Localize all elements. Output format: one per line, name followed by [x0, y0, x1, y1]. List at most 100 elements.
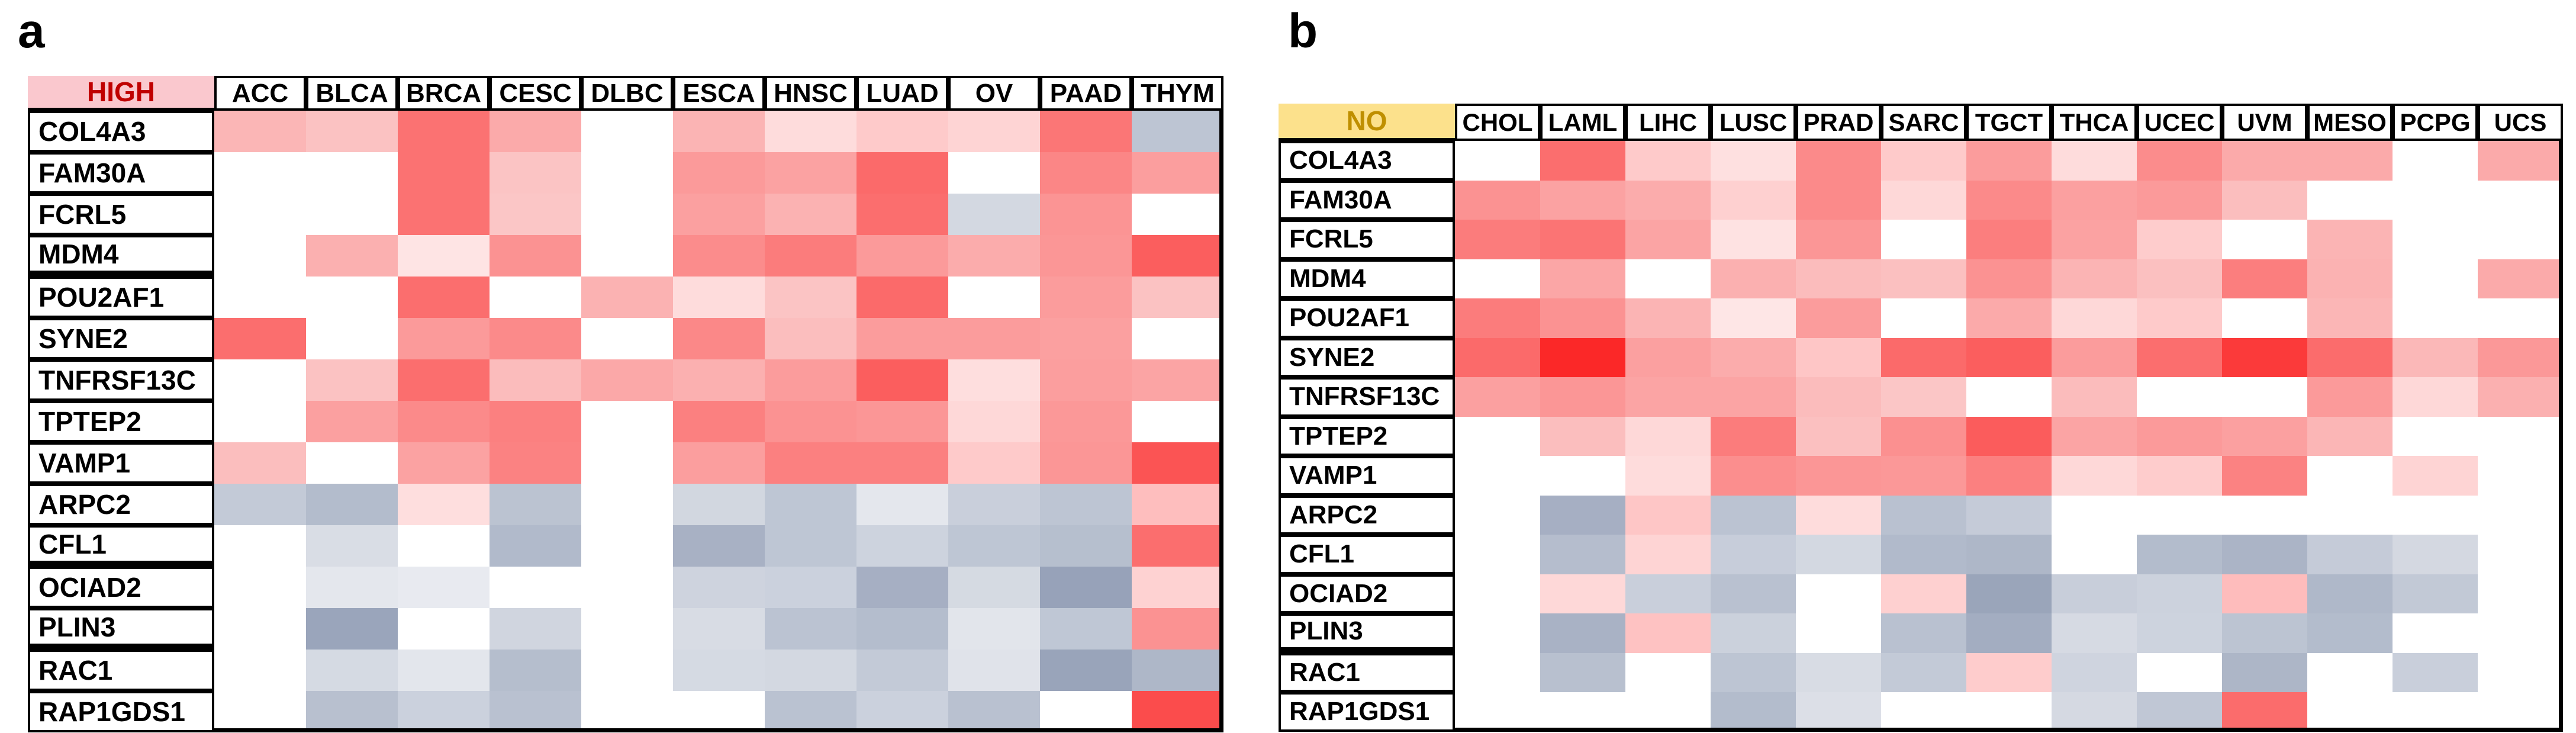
heatmap-cell — [214, 525, 306, 567]
heatmap-cell — [1040, 567, 1132, 608]
heatmap-cell — [1711, 652, 1796, 692]
heatmap-cell — [2478, 535, 2563, 574]
heatmap-cell — [2052, 692, 2137, 732]
heatmap-cell — [1711, 298, 1796, 338]
heatmap-cell — [1796, 652, 1881, 692]
heatmap-cell — [214, 194, 306, 235]
heatmap-cell — [1132, 401, 1223, 442]
heatmap-cell — [948, 567, 1040, 608]
heatmap-cell — [1966, 613, 2052, 653]
gene-label-syne2: SYNE2 — [28, 318, 214, 359]
heatmap-cell — [2478, 180, 2563, 220]
heatmap-cell — [948, 277, 1040, 318]
heatmap-cell — [2137, 377, 2222, 417]
heatmap-cell — [581, 484, 673, 525]
heatmap-cell — [490, 194, 581, 235]
heatmap-cell — [765, 318, 856, 359]
heatmap-cell — [2478, 337, 2563, 377]
heatmap-cell — [673, 608, 765, 650]
heatmap-cell — [1540, 692, 1625, 732]
heatmap-cell — [490, 525, 581, 567]
heatmap-cell — [673, 650, 765, 691]
heatmap-cell — [398, 277, 490, 318]
heatmap-cell — [2052, 495, 2137, 535]
heatmap-cell — [1625, 377, 1711, 417]
heatmap-cell — [2222, 456, 2307, 496]
heatmap-cell — [1966, 574, 2052, 613]
heatmap-cell — [1132, 277, 1223, 318]
heatmap-cell — [1540, 535, 1625, 574]
heatmap-cell — [490, 650, 581, 691]
heatmap-cell — [490, 608, 581, 650]
heatmap-cell — [948, 691, 1040, 732]
heatmap-cell — [306, 484, 398, 525]
heatmap-cell — [2052, 535, 2137, 574]
heatmap-cell — [398, 567, 490, 608]
heatmap-cell — [1796, 692, 1881, 732]
heatmap-cell — [1540, 377, 1625, 417]
heatmap-cell — [1625, 416, 1711, 456]
heatmap-cell — [948, 235, 1040, 277]
heatmap-cell — [1711, 220, 1796, 259]
heatmap-cell — [1040, 401, 1132, 442]
heatmap-cell — [2222, 220, 2307, 259]
heatmap-cell — [2393, 259, 2478, 298]
heatmap-cell — [948, 608, 1040, 650]
heatmap-cell — [1796, 574, 1881, 613]
heatmap-cell — [1796, 416, 1881, 456]
heatmap-cell — [2052, 377, 2137, 417]
heatmap-cell — [581, 152, 673, 194]
heatmap-cell — [306, 318, 398, 359]
heatmap-cell — [856, 111, 948, 152]
gene-label-fam30a: FAM30A — [1279, 180, 1455, 220]
heatmap-cell — [856, 484, 948, 525]
gene-label-plin3: PLIN3 — [28, 608, 214, 650]
heatmap-cell — [214, 277, 306, 318]
heatmap-cell — [581, 318, 673, 359]
heatmap-cell — [948, 650, 1040, 691]
heatmap-cell — [1040, 484, 1132, 525]
heatmap-cell — [2478, 377, 2563, 417]
heatmap-cell — [306, 194, 398, 235]
gene-label-cfl1: CFL1 — [1279, 535, 1455, 574]
column-header-thca: THCA — [2052, 104, 2137, 141]
heatmap-cell — [581, 691, 673, 732]
heatmap-cell — [673, 525, 765, 567]
heatmap-cell — [1966, 456, 2052, 496]
heatmap-cell — [1966, 259, 2052, 298]
heatmap-cell — [1711, 692, 1796, 732]
heatmap-cell — [581, 525, 673, 567]
heatmap-cell — [948, 525, 1040, 567]
gene-label-col4a3: COL4A3 — [1279, 141, 1455, 181]
heatmap-cell — [2478, 613, 2563, 653]
heatmap-cell — [306, 277, 398, 318]
column-header-esca: ESCA — [673, 76, 765, 111]
heatmap-cell — [214, 359, 306, 401]
heatmap-cell — [765, 650, 856, 691]
heatmap-cell — [490, 691, 581, 732]
heatmap-cell — [856, 152, 948, 194]
heatmap-cell — [1455, 180, 1540, 220]
heatmap-cell — [1455, 416, 1540, 456]
heatmap-cell — [1455, 141, 1540, 181]
heatmap-cell — [2137, 692, 2222, 732]
heatmap-cell — [2052, 574, 2137, 613]
column-header-prad: PRAD — [1796, 104, 1881, 141]
heatmap-cell — [1711, 337, 1796, 377]
heatmap-cell — [1881, 652, 1966, 692]
heatmap-cell — [2393, 298, 2478, 338]
heatmap-cell — [1881, 220, 1966, 259]
heatmap-cell — [1966, 220, 2052, 259]
gene-label-vamp1: VAMP1 — [28, 442, 214, 484]
heatmap-cell — [2478, 495, 2563, 535]
heatmap-cell — [856, 650, 948, 691]
column-header-acc: ACC — [214, 76, 306, 111]
heatmap-cell — [673, 277, 765, 318]
heatmap-cell — [856, 401, 948, 442]
heatmap-cell — [673, 484, 765, 525]
heatmap-cell — [2222, 535, 2307, 574]
heatmap-cell — [214, 318, 306, 359]
heatmap-cell — [1881, 377, 1966, 417]
heatmap-cell — [2137, 259, 2222, 298]
heatmap-cell — [2478, 298, 2563, 338]
